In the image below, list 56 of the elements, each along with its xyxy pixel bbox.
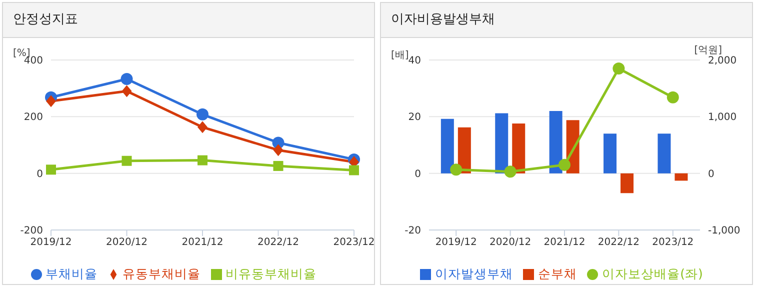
point <box>46 164 56 175</box>
y-axis-title: [배] <box>391 49 409 61</box>
legend-label: 부채비율 <box>46 266 98 281</box>
legend-label: 비유동부채비율 <box>226 266 316 281</box>
bar <box>674 173 688 181</box>
y-tick-label: 20 <box>408 112 421 124</box>
x-tick-label: 2019/12 <box>435 237 477 248</box>
chart-title: 이자비용발생부채 <box>381 3 752 38</box>
y2-tick-label: 0 <box>708 168 714 180</box>
x-tick-label: 2020/12 <box>490 237 532 248</box>
chart-title: 안정성지표 <box>3 3 374 38</box>
bar <box>658 134 671 174</box>
y2-tick-label: -1,000 <box>708 226 740 237</box>
point <box>612 62 625 74</box>
y-tick-label: 0 <box>36 168 43 180</box>
legend-label: 이자보상배율(좌) <box>602 266 703 281</box>
x-tick-label: 2023/12 <box>652 237 694 248</box>
legend-label: 이자발생부채 <box>435 266 514 281</box>
y-tick-label: 0 <box>414 168 421 180</box>
point <box>558 158 570 171</box>
y-tick-label: -200 <box>20 226 43 237</box>
bar <box>604 134 617 174</box>
y2-tick-label: 1,000 <box>708 112 737 124</box>
point <box>504 166 516 178</box>
x-tick-label: 2022/12 <box>598 237 640 248</box>
point <box>122 156 132 166</box>
point <box>349 165 359 176</box>
x-tick-label: 2023/12 <box>333 237 375 248</box>
bar <box>440 118 454 174</box>
point <box>198 155 208 166</box>
x-tick-label: 2022/12 <box>257 237 300 248</box>
x-tick-label: 2021/12 <box>182 237 224 248</box>
point <box>122 85 132 98</box>
bar <box>458 127 471 174</box>
x-tick-label: 2019/12 <box>30 237 72 248</box>
y2-tick-label: 2,000 <box>708 56 737 67</box>
y-tick-label: -20 <box>404 226 421 237</box>
x-tick-label: 2021/12 <box>544 237 586 248</box>
legend-label: 순부채 <box>538 266 578 281</box>
point <box>198 121 208 134</box>
point <box>666 91 679 104</box>
bar <box>512 123 526 174</box>
y2-axis-title: [억원] <box>694 44 722 56</box>
point <box>273 160 284 171</box>
y-tick-label: 40 <box>408 56 421 67</box>
x-tick-label: 2020/12 <box>106 237 148 248</box>
bar <box>495 113 508 174</box>
bar <box>620 173 634 194</box>
point <box>46 95 56 108</box>
legend-label: 유동부채비율 <box>122 266 200 281</box>
point <box>196 108 208 120</box>
point <box>120 72 133 85</box>
point <box>450 164 462 176</box>
y-tick-label: 200 <box>24 112 43 124</box>
bar <box>549 111 562 174</box>
point <box>273 144 284 156</box>
